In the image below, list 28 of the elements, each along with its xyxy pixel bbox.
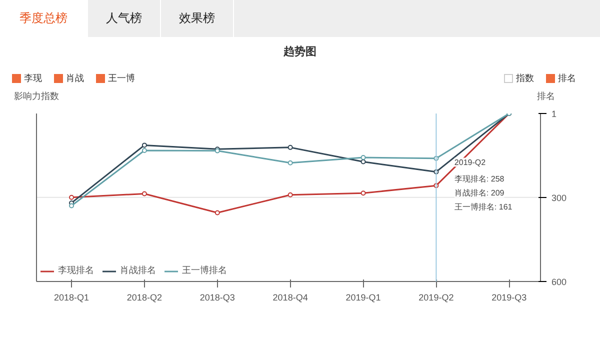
x-tick-label: 2018-Q4: [272, 292, 308, 302]
text: 季度总榜: [0, 0, 88, 37]
y2-tick-label: 300: [552, 192, 567, 203]
legend-label: 李现排名: [58, 264, 94, 277]
x-tick-label: 2018-Q1: [54, 292, 90, 302]
annotation: 肖战排名: 209: [454, 188, 505, 198]
annotation: 王一博排名: 161: [454, 202, 513, 212]
x-tick-label: 2019-Q2: [418, 292, 454, 302]
x-tick-label: 2019-Q3: [492, 292, 527, 302]
annotation: 李现排名: 258: [454, 174, 505, 184]
annotation: 2019-Q2: [454, 158, 486, 167]
y2-axis-title: 排名: [537, 90, 555, 103]
chart-title: 趋势图: [282, 44, 318, 60]
x-tick-label: 2019-Q1: [346, 292, 381, 302]
text: 指数: [515, 73, 534, 83]
y-axis-title: 影响力指数: [14, 90, 59, 103]
x-tick-label: 2018-Q2: [126, 292, 162, 302]
y2-tick-label: 1: [552, 109, 557, 119]
text: 王一博: [107, 73, 135, 83]
legend-label: 肖战排名: [120, 264, 156, 277]
text: 李现: [23, 73, 42, 83]
text: 效果榜: [161, 0, 234, 37]
legend-label: 王一博排名: [182, 264, 227, 277]
text: 人气榜: [88, 0, 161, 37]
y2-tick-label: 600: [552, 277, 567, 287]
text: 肖战: [65, 73, 84, 83]
text: 排名: [557, 73, 576, 83]
x-tick-label: 2018-Q3: [200, 292, 235, 302]
